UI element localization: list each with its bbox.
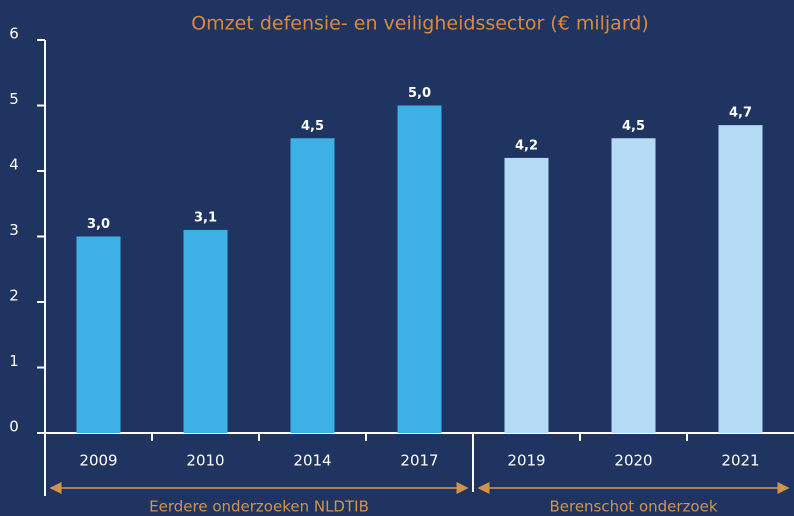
data-label: 4,2 bbox=[515, 138, 538, 153]
bar bbox=[290, 138, 335, 433]
group-label: Eerdere onderzoeken NLDTIB bbox=[149, 498, 369, 516]
bar bbox=[611, 138, 656, 433]
data-label: 3,0 bbox=[87, 217, 110, 232]
bar bbox=[397, 105, 442, 433]
y-tick-label: 1 bbox=[9, 352, 19, 370]
bar bbox=[504, 157, 549, 433]
x-tick-label: 2017 bbox=[400, 452, 438, 470]
bar bbox=[718, 125, 763, 434]
data-label: 4,7 bbox=[729, 106, 752, 121]
x-tick-label: 2019 bbox=[507, 452, 545, 470]
y-tick-label: 0 bbox=[9, 418, 19, 436]
y-tick-label: 3 bbox=[9, 221, 19, 239]
y-tick-label: 5 bbox=[9, 90, 19, 108]
data-label: 4,5 bbox=[301, 119, 324, 134]
x-tick-label: 2014 bbox=[293, 452, 331, 470]
x-tick-label: 2009 bbox=[79, 452, 117, 470]
x-tick-label: 2010 bbox=[186, 452, 224, 470]
data-label: 4,5 bbox=[622, 119, 645, 134]
x-tick-label: 2021 bbox=[721, 452, 759, 470]
x-tick-label: 2020 bbox=[614, 452, 652, 470]
chart-title: Omzet defensie- en veiligheidssector (€ … bbox=[191, 13, 649, 35]
y-tick-label: 4 bbox=[9, 156, 19, 174]
data-label: 3,1 bbox=[194, 210, 217, 225]
group-label: Berenschot onderzoek bbox=[549, 498, 717, 516]
data-label: 5,0 bbox=[408, 86, 431, 101]
bar bbox=[76, 236, 121, 433]
y-tick-label: 2 bbox=[9, 287, 19, 305]
bar bbox=[183, 229, 228, 433]
y-tick-label: 6 bbox=[9, 25, 19, 43]
